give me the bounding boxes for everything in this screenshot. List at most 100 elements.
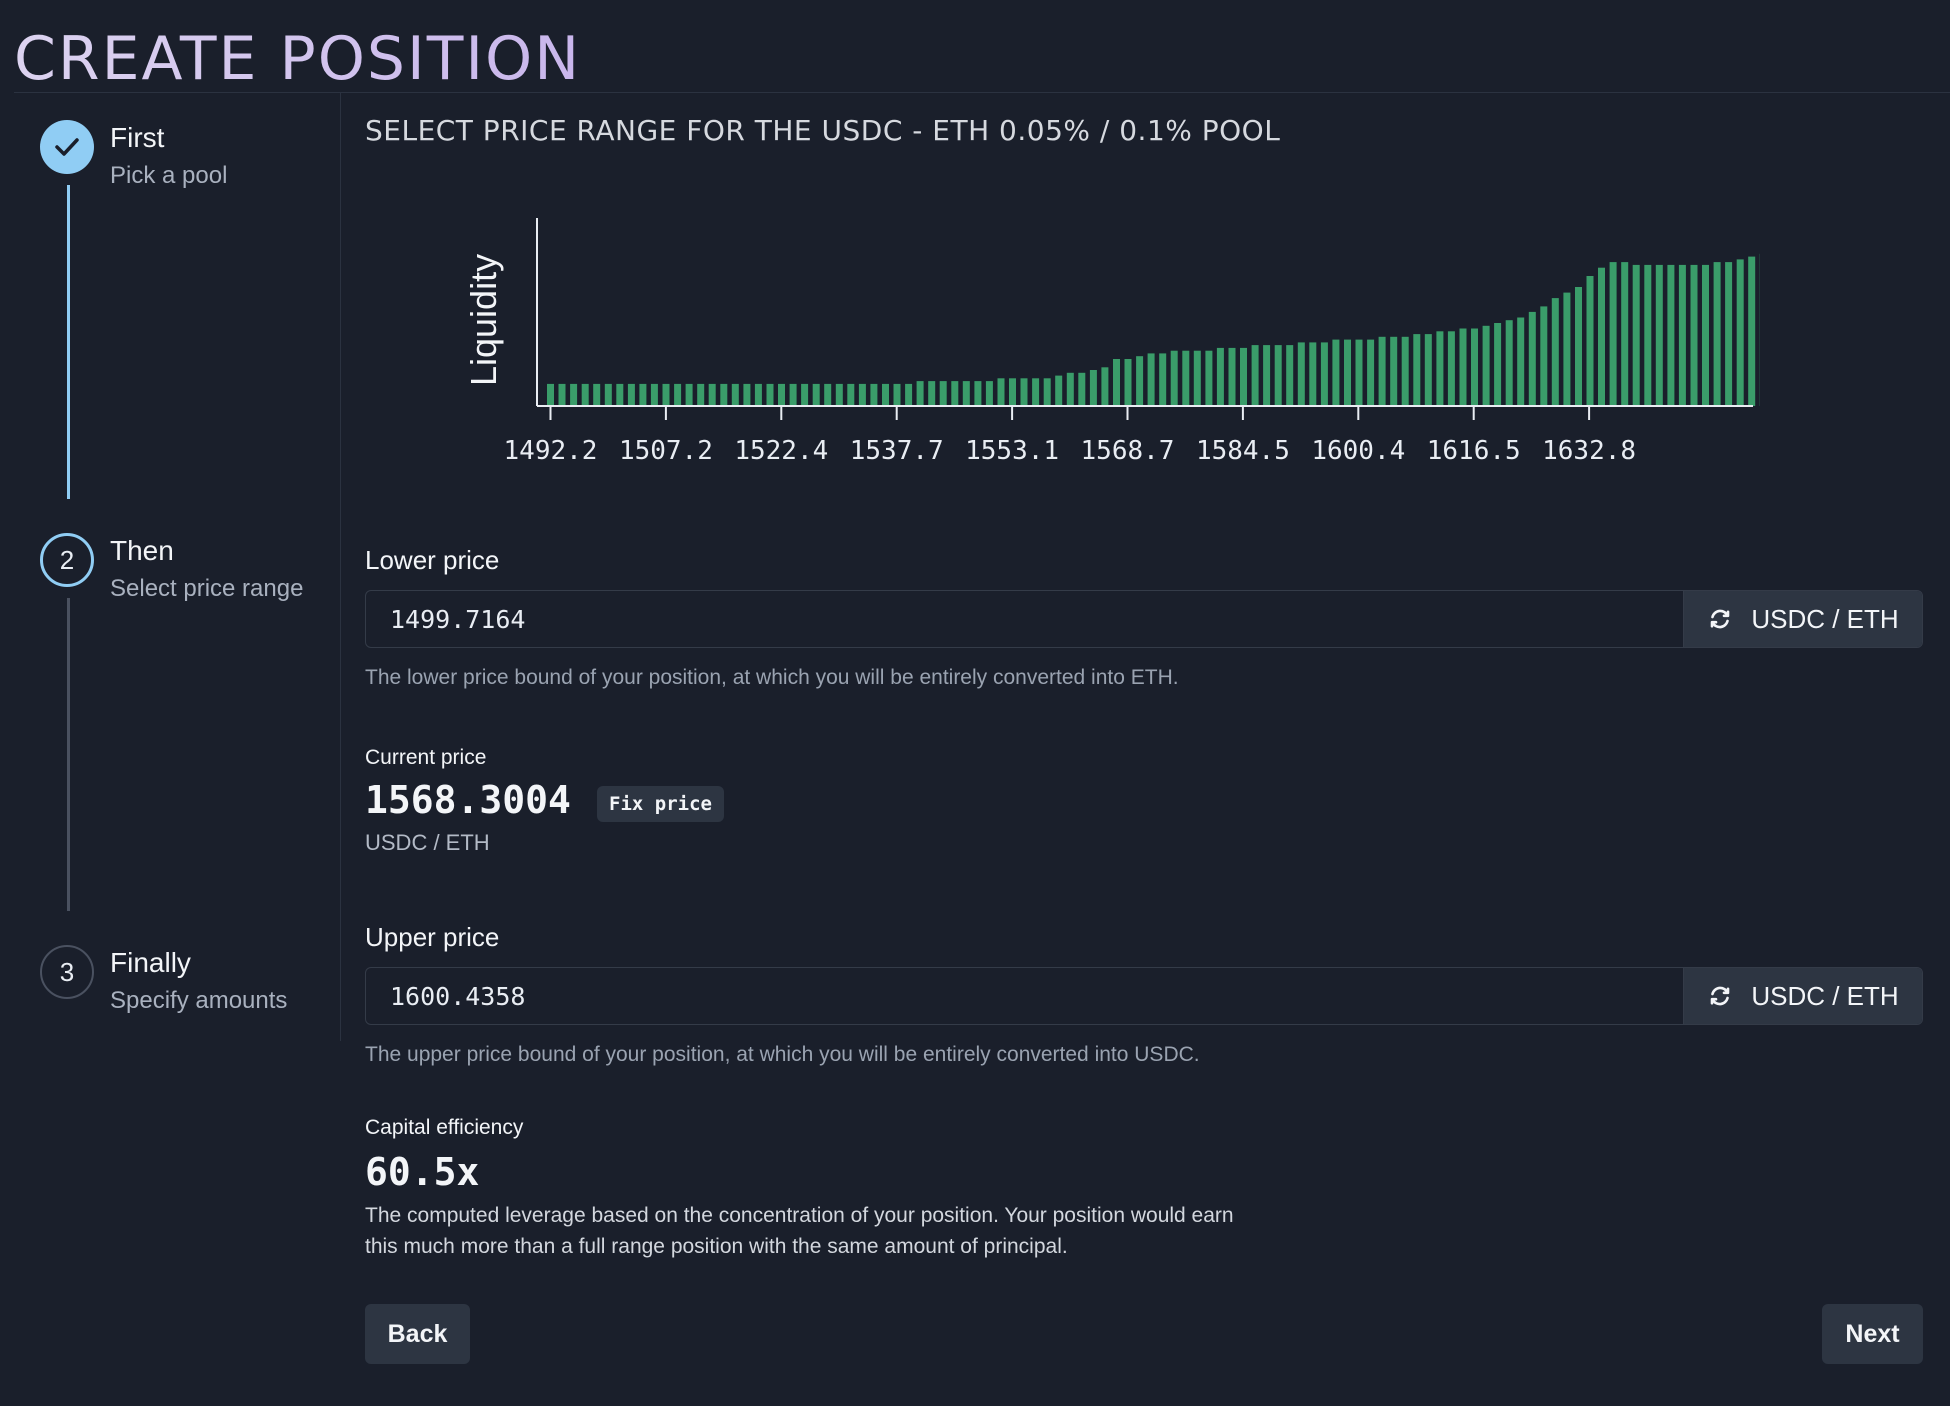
check-icon: [55, 138, 79, 156]
liquidity-bar: [997, 378, 1005, 406]
liquidity-bar: [674, 383, 682, 406]
next-button[interactable]: Next: [1822, 1304, 1923, 1364]
liquidity-bar: [1424, 334, 1432, 406]
liquidity-bar: [974, 381, 982, 406]
x-tick-label: 1522.4: [734, 436, 828, 466]
liquidity-bar: [1748, 256, 1756, 406]
liquidity-bar: [697, 383, 705, 406]
current-price-label: Current price: [365, 746, 487, 769]
liquidity-bar: [1736, 259, 1744, 406]
liquidity-chart: 1492.2 1507.2 1522.4 1537.7 1553.1 1568.7 1584…: [463, 218, 1760, 466]
upper-price-unit-toggle[interactable]: USDC / ETH: [1683, 968, 1922, 1024]
x-tick-label: 1568.7: [1081, 436, 1175, 466]
liquidity-bar: [743, 383, 751, 406]
liquidity-bar: [616, 383, 624, 406]
liquidity-bar: [1494, 323, 1502, 406]
liquidity-bar: [593, 383, 601, 406]
upper-price-input[interactable]: [366, 968, 1683, 1024]
refresh-icon: [1707, 983, 1733, 1009]
liquidity-bar: [1690, 264, 1698, 406]
step-connector-2: [67, 598, 70, 911]
liquidity-bar: [720, 383, 728, 406]
liquidity-bar: [1413, 334, 1421, 406]
liquidity-bar: [835, 383, 843, 406]
current-price-unit: USDC / ETH: [365, 830, 490, 855]
liquidity-bar: [1367, 339, 1375, 406]
liquidity-bar: [1401, 336, 1409, 406]
back-button[interactable]: Back: [365, 1304, 470, 1364]
x-tick-label: 1632.8: [1542, 436, 1636, 466]
liquidity-bar: [1482, 325, 1490, 406]
step-2-indicator: 2: [40, 533, 94, 587]
liquidity-bar: [1609, 262, 1617, 406]
liquidity-bar: [1078, 372, 1086, 406]
liquidity-bar: [1251, 345, 1259, 406]
liquidity-bar: [812, 383, 820, 406]
liquidity-bar: [893, 383, 901, 406]
liquidity-bar: [1725, 262, 1733, 406]
liquidity-bar: [1286, 345, 1294, 406]
liquidity-bar: [1136, 356, 1144, 406]
liquidity-bar: [1575, 287, 1582, 406]
liquidity-bar: [858, 383, 866, 406]
lower-price-unit-toggle[interactable]: USDC / ETH: [1683, 591, 1922, 647]
liquidity-bar: [916, 381, 924, 406]
lower-price-input[interactable]: [366, 591, 1683, 647]
liquidity-bar: [1655, 264, 1663, 406]
upper-price-helper: The upper price bound of your position, …: [365, 1043, 1200, 1066]
liquidity-bar: [1066, 372, 1074, 406]
step-3-indicator: 3: [40, 945, 94, 999]
liquidity-bar: [789, 383, 797, 406]
liquidity-bar: [766, 383, 774, 406]
liquidity-bar: [1667, 264, 1675, 406]
liquidity-bar: [1159, 353, 1167, 406]
x-tick-label: 1584.5: [1196, 436, 1290, 466]
liquidity-bar: [1447, 331, 1455, 406]
lower-price-helper: The lower price bound of your position, …: [365, 666, 1179, 689]
page-title: CREATE POSITION: [14, 24, 582, 94]
liquidity-bar: [1113, 359, 1120, 406]
liquidity-bar: [1240, 347, 1247, 406]
liquidity-bar: [558, 383, 566, 406]
liquidity-bar: [1228, 347, 1236, 406]
liquidity-bar: [1009, 378, 1016, 406]
liquidity-bar: [1032, 378, 1040, 406]
step-connector-1: [67, 185, 70, 499]
liquidity-bar: [1551, 298, 1559, 406]
liquidity-bar: [604, 383, 612, 406]
liquidity-bar: [1043, 378, 1051, 406]
liquidity-bar: [1505, 320, 1513, 406]
liquidity-bar: [1378, 336, 1386, 406]
liquidity-bar: [1644, 264, 1652, 406]
liquidity-bar: [1517, 317, 1525, 406]
liquidity-bar: [985, 381, 993, 406]
fix-price-button[interactable]: Fix price: [597, 786, 724, 822]
liquidity-bar: [1344, 339, 1351, 406]
chart-bars: [547, 253, 1760, 406]
section-heading: SELECT PRICE RANGE FOR THE USDC - ETH 0.…: [365, 114, 1281, 147]
liquidity-bar: [685, 383, 693, 406]
liquidity-bar: [1713, 262, 1721, 406]
liquidity-bar: [1598, 267, 1605, 406]
liquidity-bar: [870, 383, 878, 406]
liquidity-bar: [1020, 378, 1028, 406]
liquidity-bar: [962, 381, 970, 406]
lower-price-group: USDC / ETH: [365, 590, 1923, 648]
liquidity-bar: [627, 383, 635, 406]
x-tick-label: 1616.5: [1427, 436, 1521, 466]
liquidity-bar: [731, 383, 739, 406]
x-tick-label: 1600.4: [1311, 436, 1405, 466]
title-divider: [14, 92, 1950, 93]
liquidity-bar: [1621, 262, 1629, 406]
liquidity-bar: [639, 383, 647, 406]
x-tick-label: 1553.1: [965, 436, 1059, 466]
liquidity-bar: [1471, 328, 1478, 406]
liquidity-bar: [1632, 264, 1640, 406]
liquidity-bar: [1205, 350, 1213, 406]
liquidity-bar: [1390, 336, 1398, 406]
lower-price-unit-label: USDC / ETH: [1751, 603, 1899, 634]
capital-efficiency-value: 60.5x: [365, 1150, 480, 1194]
liquidity-bar: [547, 383, 554, 406]
liquidity-bar: [1586, 276, 1594, 406]
liquidity-bar: [1528, 311, 1536, 406]
